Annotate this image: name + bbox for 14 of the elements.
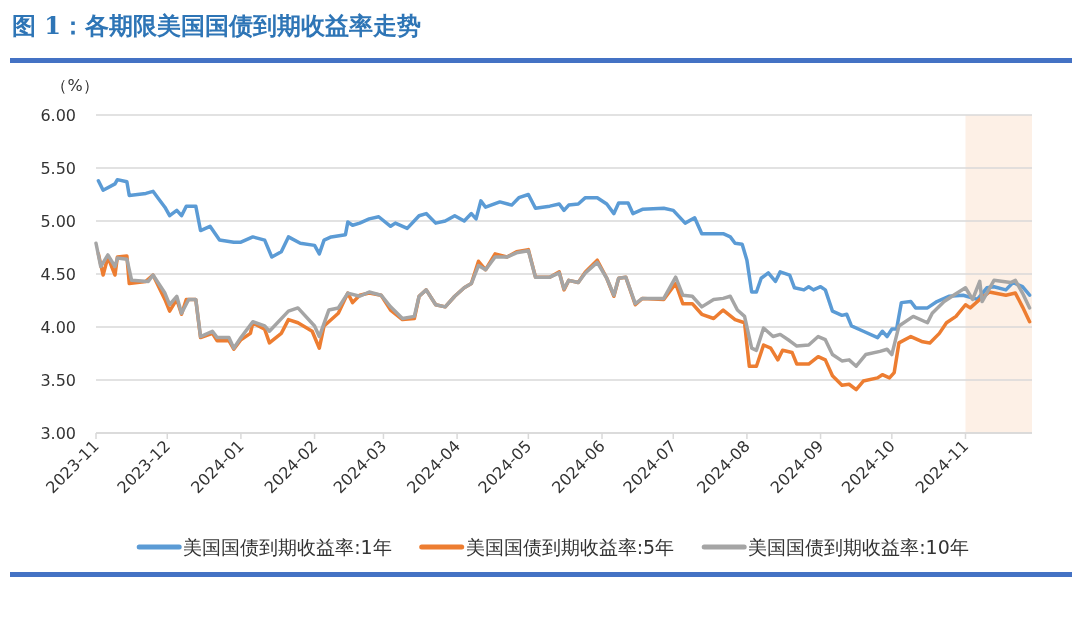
legend-label: 美国国债到期收益率:5年 — [465, 536, 675, 558]
y-tick-label: 3.00 — [40, 424, 76, 443]
y-tick-label: 5.50 — [40, 159, 76, 178]
y-tick-label: 4.00 — [40, 318, 76, 337]
y-tick-label: 3.50 — [40, 371, 76, 390]
line-series — [96, 177, 1032, 340]
y-tick-label: 5.00 — [40, 212, 76, 231]
y-axis-title: （%） — [51, 76, 99, 95]
legend-label: 美国国债到期收益率:10年 — [748, 536, 969, 558]
y-tick-label: 4.50 — [40, 265, 76, 284]
line-series — [94, 241, 1032, 368]
chart-title: 图 1：各期限美国国债到期收益率走势 — [12, 11, 422, 40]
legend-label: 美国国债到期收益率:1年 — [183, 536, 392, 558]
y-tick-label: 6.00 — [40, 106, 76, 125]
